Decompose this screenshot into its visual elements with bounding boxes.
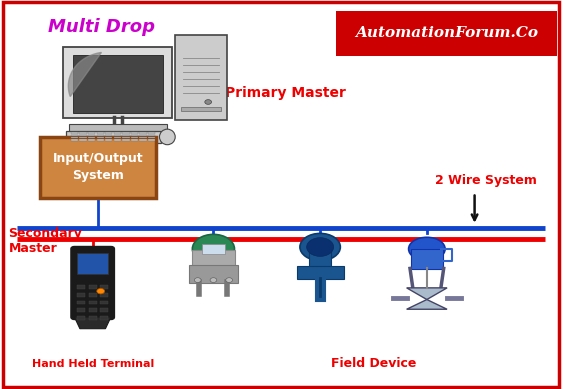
FancyBboxPatch shape xyxy=(105,132,112,134)
FancyBboxPatch shape xyxy=(147,139,155,141)
Ellipse shape xyxy=(307,238,333,256)
FancyBboxPatch shape xyxy=(139,132,146,134)
FancyBboxPatch shape xyxy=(71,137,79,138)
Text: Secondary
Master: Secondary Master xyxy=(8,227,82,255)
FancyBboxPatch shape xyxy=(97,139,104,141)
Circle shape xyxy=(194,278,201,282)
Polygon shape xyxy=(75,317,111,329)
FancyBboxPatch shape xyxy=(131,135,138,136)
FancyBboxPatch shape xyxy=(77,285,85,289)
FancyBboxPatch shape xyxy=(71,132,79,134)
FancyBboxPatch shape xyxy=(77,316,85,320)
Text: Hand Held Terminal: Hand Held Terminal xyxy=(32,359,154,369)
FancyBboxPatch shape xyxy=(77,301,85,305)
FancyBboxPatch shape xyxy=(63,47,172,118)
FancyBboxPatch shape xyxy=(181,107,221,110)
Polygon shape xyxy=(407,288,447,300)
FancyBboxPatch shape xyxy=(139,137,146,138)
FancyBboxPatch shape xyxy=(114,137,121,138)
FancyBboxPatch shape xyxy=(411,249,443,269)
FancyBboxPatch shape xyxy=(66,131,161,143)
FancyBboxPatch shape xyxy=(105,137,112,138)
FancyBboxPatch shape xyxy=(147,135,155,136)
FancyBboxPatch shape xyxy=(89,285,97,289)
Ellipse shape xyxy=(408,237,445,261)
FancyBboxPatch shape xyxy=(77,293,85,296)
FancyBboxPatch shape xyxy=(147,137,155,138)
Text: 2 Wire System: 2 Wire System xyxy=(435,174,537,187)
FancyBboxPatch shape xyxy=(71,139,79,141)
FancyBboxPatch shape xyxy=(175,35,227,120)
FancyBboxPatch shape xyxy=(89,308,97,312)
FancyBboxPatch shape xyxy=(69,124,167,132)
FancyBboxPatch shape xyxy=(147,132,155,134)
Text: Primary Master: Primary Master xyxy=(225,86,346,100)
FancyBboxPatch shape xyxy=(310,248,331,269)
FancyBboxPatch shape xyxy=(101,316,108,320)
FancyBboxPatch shape xyxy=(97,132,104,134)
FancyBboxPatch shape xyxy=(71,135,79,136)
Circle shape xyxy=(226,278,233,282)
Text: Field Device: Field Device xyxy=(331,357,416,370)
FancyBboxPatch shape xyxy=(88,135,95,136)
FancyBboxPatch shape xyxy=(105,139,112,141)
Ellipse shape xyxy=(159,129,175,145)
Text: AutomationForum.Co: AutomationForum.Co xyxy=(355,26,538,40)
FancyBboxPatch shape xyxy=(101,301,108,305)
FancyBboxPatch shape xyxy=(41,137,156,198)
FancyBboxPatch shape xyxy=(80,137,87,138)
FancyBboxPatch shape xyxy=(114,132,121,134)
FancyBboxPatch shape xyxy=(189,265,238,283)
FancyBboxPatch shape xyxy=(88,132,95,134)
FancyBboxPatch shape xyxy=(89,301,97,305)
FancyBboxPatch shape xyxy=(73,55,163,113)
FancyBboxPatch shape xyxy=(192,250,236,267)
FancyBboxPatch shape xyxy=(80,139,87,141)
Circle shape xyxy=(205,100,211,104)
FancyBboxPatch shape xyxy=(97,137,104,138)
FancyBboxPatch shape xyxy=(88,139,95,141)
FancyBboxPatch shape xyxy=(114,135,121,136)
FancyBboxPatch shape xyxy=(71,247,114,319)
FancyBboxPatch shape xyxy=(80,135,87,136)
FancyBboxPatch shape xyxy=(131,132,138,134)
FancyBboxPatch shape xyxy=(336,11,557,56)
FancyBboxPatch shape xyxy=(122,132,129,134)
FancyBboxPatch shape xyxy=(139,139,146,141)
Ellipse shape xyxy=(300,233,340,261)
Text: Multi Drop: Multi Drop xyxy=(47,18,155,35)
FancyBboxPatch shape xyxy=(139,135,146,136)
FancyBboxPatch shape xyxy=(101,293,108,296)
FancyBboxPatch shape xyxy=(89,316,97,320)
FancyBboxPatch shape xyxy=(97,135,104,136)
Text: Input/Output
System: Input/Output System xyxy=(53,152,144,182)
FancyBboxPatch shape xyxy=(202,244,225,254)
FancyBboxPatch shape xyxy=(122,139,129,141)
FancyBboxPatch shape xyxy=(114,139,121,141)
Circle shape xyxy=(97,289,105,294)
FancyBboxPatch shape xyxy=(80,132,87,134)
FancyBboxPatch shape xyxy=(131,139,138,141)
Polygon shape xyxy=(68,53,101,96)
FancyBboxPatch shape xyxy=(77,253,108,273)
FancyBboxPatch shape xyxy=(131,137,138,138)
Circle shape xyxy=(210,278,217,282)
FancyBboxPatch shape xyxy=(297,266,344,279)
FancyBboxPatch shape xyxy=(89,293,97,296)
Polygon shape xyxy=(407,300,447,309)
FancyBboxPatch shape xyxy=(105,135,112,136)
FancyBboxPatch shape xyxy=(122,137,129,138)
FancyBboxPatch shape xyxy=(101,285,108,289)
FancyBboxPatch shape xyxy=(88,137,95,138)
FancyBboxPatch shape xyxy=(77,308,85,312)
Ellipse shape xyxy=(192,234,234,264)
FancyBboxPatch shape xyxy=(101,308,108,312)
FancyBboxPatch shape xyxy=(122,135,129,136)
